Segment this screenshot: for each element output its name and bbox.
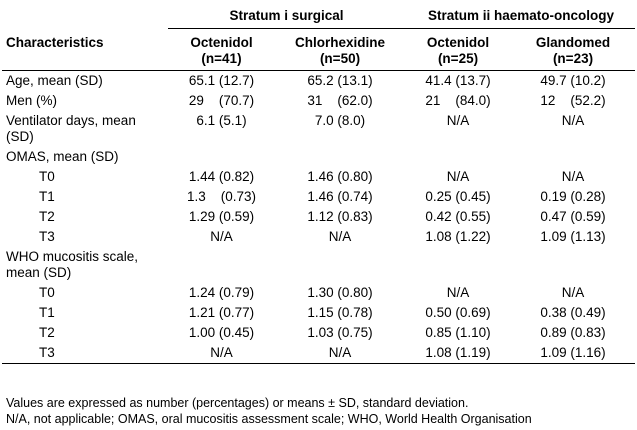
table-cell: 29 (70.7) bbox=[188, 93, 255, 108]
table-row: T1 1.21 (0.77) 1.15 (0.78) 0.50 (0.69) 0.38 … bbox=[2, 303, 635, 323]
table-cell: 65.2 (13.1) bbox=[307, 73, 373, 88]
footnote-values: Values are expressed as number (percenta… bbox=[6, 396, 469, 410]
row-label: Age, mean (SD) bbox=[6, 73, 103, 88]
table-cell: 1.08 (1.19) bbox=[405, 343, 512, 364]
table-cell: 1.29 (0.59) bbox=[188, 209, 255, 224]
column-header-octenidol-haemato: Octenidol (n=25) bbox=[405, 28, 512, 71]
footnote-abbreviations: N/A, not applicable; OMAS, oral mucositi… bbox=[6, 412, 532, 426]
table-cell: 0.50 (0.69) bbox=[425, 305, 491, 320]
table-row: OMAS, mean (SD) bbox=[2, 147, 635, 167]
characteristics-table: Stratum i surgical Stratum ii haemato-on… bbox=[2, 4, 636, 364]
table-cell bbox=[168, 247, 275, 283]
column-header-chlorhexidine: Chlorhexidine (n=50) bbox=[275, 28, 406, 71]
table-cell: N/A bbox=[168, 343, 275, 364]
table-cell: 0.42 (0.55) bbox=[425, 209, 491, 224]
table-row: Ventilator days, mean (SD) 6.1 (5.1) 7.0 (… bbox=[2, 111, 635, 147]
row-label: OMAS, mean (SD) bbox=[6, 149, 119, 164]
table-row: T3 N/A N/A 1.08 (1.22) 1.09 (1.13) bbox=[2, 227, 635, 247]
table-cell: 1.3 (0.73) bbox=[186, 189, 257, 204]
table-cell: N/A bbox=[561, 113, 585, 128]
table-row: T2 1.29 (0.59) 1.12 (0.83) 0.42 (0.55) 0.47 … bbox=[2, 207, 635, 227]
table-cell: 0.85 (1.10) bbox=[425, 325, 491, 340]
table-row: WHO mucositis scale, mean (SD) bbox=[2, 247, 635, 283]
table-cell: 1.09 (1.16) bbox=[511, 343, 636, 364]
table-cell: N/A bbox=[275, 343, 406, 364]
table-cell: 0.89 (0.83) bbox=[540, 325, 606, 340]
table-cell: 21 (84.0) bbox=[425, 93, 491, 108]
table-body: Age, mean (SD) 65.1 (12.7) 65.2 (13.1) 41.4… bbox=[2, 71, 636, 364]
table-cell: N/A bbox=[446, 113, 470, 128]
table-row: Men (%) 29 (70.7) 31 (62.0) 21 (84.0) 12 (52… bbox=[2, 91, 635, 111]
table-cell: 49.7 (10.2) bbox=[540, 73, 606, 88]
stratum-ii-header: Stratum ii haemato-oncology bbox=[405, 4, 636, 29]
table-cell bbox=[405, 247, 511, 283]
table-row: T1 1.3 (0.73) 1.46 (0.74) 0.25 (0.45) 0.19 (… bbox=[2, 187, 635, 207]
row-label: Men (%) bbox=[6, 93, 58, 108]
row-label: T1 bbox=[39, 189, 55, 204]
table-cell bbox=[511, 147, 635, 167]
table-cell: 1.46 (0.74) bbox=[307, 189, 373, 204]
row-label: T2 bbox=[39, 209, 55, 224]
table-cell: 31 (62.0) bbox=[307, 93, 373, 108]
table-cell: 1.03 (0.75) bbox=[307, 325, 373, 340]
table-cell bbox=[275, 147, 405, 167]
table-cell: 7.0 (8.0) bbox=[314, 113, 366, 128]
column-header-glandomed: Glandomed (n=23) bbox=[511, 28, 636, 71]
table-row: T3 N/A N/A 1.08 (1.19) 1.09 (1.16) bbox=[2, 343, 636, 364]
stratum-header-row: Stratum i surgical Stratum ii haemato-on… bbox=[2, 4, 636, 29]
table-cell: 0.47 (0.59) bbox=[540, 209, 606, 224]
row-label: T1 bbox=[39, 305, 55, 320]
column-header-row: Characteristics Octenidol (n=41) Chlorhex… bbox=[2, 28, 636, 71]
table-cell bbox=[511, 247, 635, 283]
row-label: T0 bbox=[39, 169, 55, 184]
table-cell: 1.15 (0.78) bbox=[307, 305, 373, 320]
table-cell: 41.4 (13.7) bbox=[425, 73, 491, 88]
row-label: T0 bbox=[39, 285, 55, 300]
table-cell: N/A bbox=[561, 285, 585, 300]
table-cell bbox=[405, 147, 511, 167]
table-cell: 65.1 (12.7) bbox=[188, 73, 255, 88]
stratum-header-empty bbox=[2, 4, 168, 29]
table-cell: 1.00 (0.45) bbox=[188, 325, 255, 340]
table-cell: N/A bbox=[446, 285, 470, 300]
table-cell: 0.19 (0.28) bbox=[540, 189, 606, 204]
table-cell: 0.25 (0.45) bbox=[425, 189, 491, 204]
table-row: Age, mean (SD) 65.1 (12.7) 65.2 (13.1) 41.4… bbox=[2, 71, 635, 92]
table-cell: 1.46 (0.80) bbox=[307, 169, 373, 184]
column-header-octenidol-surgical: Octenidol (n=41) bbox=[168, 28, 275, 71]
table-cell: 1.09 (1.13) bbox=[540, 229, 606, 244]
row-label: WHO mucositis scale, mean (SD) bbox=[6, 249, 139, 280]
table-cell: 0.38 (0.49) bbox=[540, 305, 606, 320]
table-cell: 1.21 (0.77) bbox=[188, 305, 255, 320]
table-cell: 1.08 (1.22) bbox=[425, 229, 491, 244]
table-cell: N/A bbox=[210, 229, 233, 244]
row-label: Ventilator days, mean (SD) bbox=[6, 113, 136, 144]
table-cell: 1.24 (0.79) bbox=[188, 285, 255, 300]
table-cell: 1.44 (0.82) bbox=[188, 169, 255, 184]
column-header-characteristics: Characteristics bbox=[2, 28, 168, 71]
row-label: T2 bbox=[39, 325, 55, 340]
table-row: T0 1.24 (0.79) 1.30 (0.80) N/A N/A bbox=[2, 283, 635, 303]
table-cell bbox=[168, 147, 275, 167]
table-row: T0 1.44 (0.82) 1.46 (0.80) N/A N/A bbox=[2, 167, 635, 187]
table-cell: 1.12 (0.83) bbox=[307, 209, 373, 224]
table-cell: 1.30 (0.80) bbox=[307, 285, 373, 300]
row-label: T3 bbox=[39, 229, 55, 244]
table-cell bbox=[275, 247, 405, 283]
row-label: T3 bbox=[2, 343, 168, 364]
table-cell: 6.1 (5.1) bbox=[196, 113, 247, 128]
stratum-i-header: Stratum i surgical bbox=[168, 4, 406, 29]
table-row: T2 1.00 (0.45) 1.03 (0.75) 0.85 (1.10) 0.89 … bbox=[2, 323, 635, 343]
table-cell: N/A bbox=[561, 169, 585, 184]
table-cell: N/A bbox=[446, 169, 470, 184]
table-cell: N/A bbox=[328, 229, 352, 244]
table-cell: 12 (52.2) bbox=[540, 93, 606, 108]
